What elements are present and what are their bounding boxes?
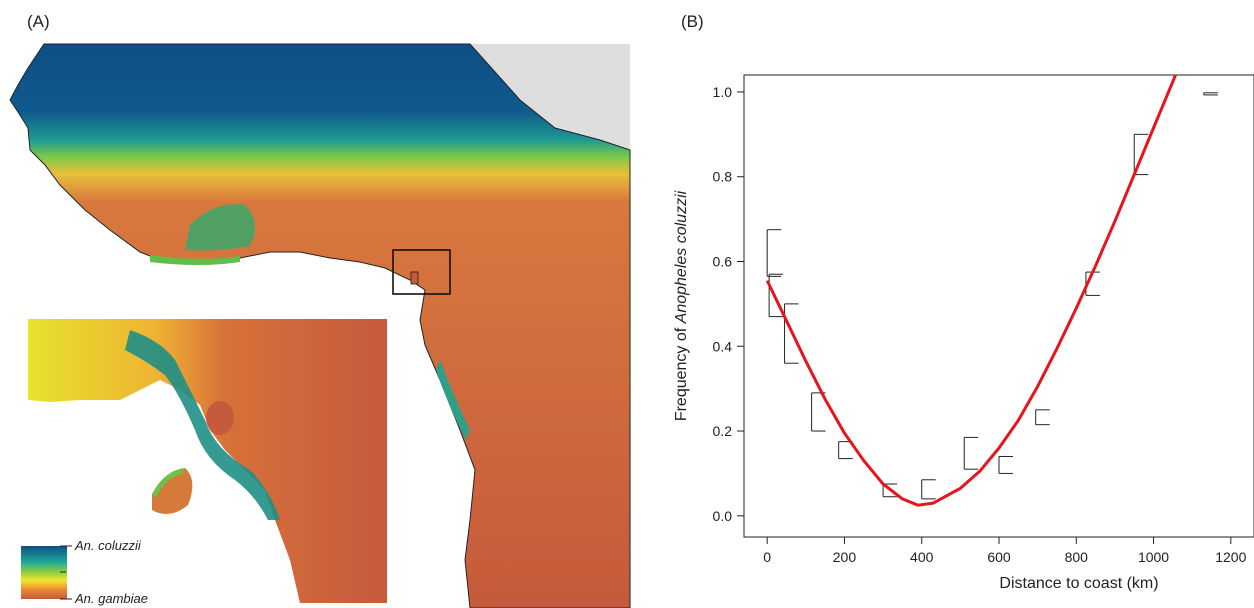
inset-map (28, 319, 387, 603)
inset-island (152, 468, 193, 514)
island (410, 271, 419, 285)
chart-svg: 0 200 400 600 800 1000 1200 0.0 0.2 0.4 0.6 0.8 1.0 D… (673, 74, 1254, 592)
legend-label-coluzzii: An. coluzzii (74, 538, 142, 553)
map-panel: (A) (9, 12, 631, 608)
inset-coastal-band (125, 330, 280, 520)
panel-b-label: (B) (681, 12, 704, 31)
inland-coluzzii-patch (185, 204, 255, 251)
y-axis-label-prefix: Frequency of (673, 323, 690, 421)
y-axis-label: Frequency of Anopheles coluzzii (673, 190, 690, 421)
coastal-strip (150, 255, 240, 265)
legend-label-gambiae: An. gambiae (74, 591, 148, 606)
fit-curve (765, 75, 1178, 507)
inset-land (28, 319, 387, 603)
y-tick-label: 0.0 (713, 508, 733, 524)
coastal-strip-south (436, 360, 470, 440)
panel-a-label: (A) (27, 12, 50, 31)
x-tick-label: 1200 (1215, 549, 1246, 565)
inset-mountain (206, 401, 234, 435)
zoom-box (392, 249, 451, 295)
outside-land (470, 44, 630, 150)
x-axis-label: Distance to coast (km) (999, 575, 1158, 592)
y-axis-label-species: Anopheles coluzzii (673, 190, 690, 324)
map-svg: An. coluzzii An. gambiae (9, 43, 631, 608)
y-tick-label: 0.2 (713, 423, 733, 439)
y-tick-label: 0.4 (713, 338, 733, 354)
chart-panel: (B) 0 200 400 600 800 1000 1200 0.0 0.2 0.4 0.6 0.8… (640, 0, 1254, 608)
x-tick-label: 800 (1065, 549, 1089, 565)
x-tick-label: 0 (763, 549, 771, 565)
inset-island-edge (152, 468, 185, 498)
legend-colorbar (21, 546, 67, 599)
x-tick-label: 1000 (1138, 549, 1169, 565)
y-tick-label: 1.0 (713, 84, 733, 100)
x-tick-label: 400 (910, 549, 934, 565)
x-tick-label: 200 (833, 549, 857, 565)
y-tick-label: 0.6 (713, 253, 733, 269)
y-tick-label: 0.8 (713, 169, 733, 185)
land-mass (9, 43, 631, 608)
x-tick-label: 600 (987, 549, 1011, 565)
